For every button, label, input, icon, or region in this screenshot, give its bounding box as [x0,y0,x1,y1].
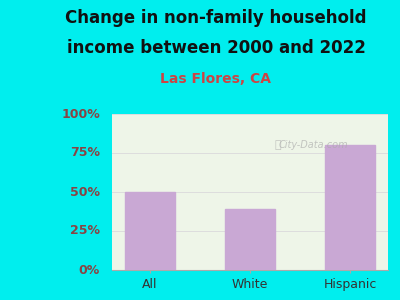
Bar [124,192,175,270]
Bar [225,209,275,270]
Text: 25%: 25% [70,224,100,238]
Text: ⓘ: ⓘ [274,140,281,150]
Text: 50%: 50% [70,185,100,199]
Text: income between 2000 and 2022: income between 2000 and 2022 [66,39,366,57]
Text: 75%: 75% [70,146,100,160]
Text: 100%: 100% [61,107,100,121]
Text: Change in non-family household: Change in non-family household [65,9,367,27]
Text: Las Flores, CA: Las Flores, CA [160,72,272,86]
Bar [325,145,376,270]
Text: City-Data.com: City-Data.com [279,140,348,150]
Text: 0%: 0% [79,263,100,277]
